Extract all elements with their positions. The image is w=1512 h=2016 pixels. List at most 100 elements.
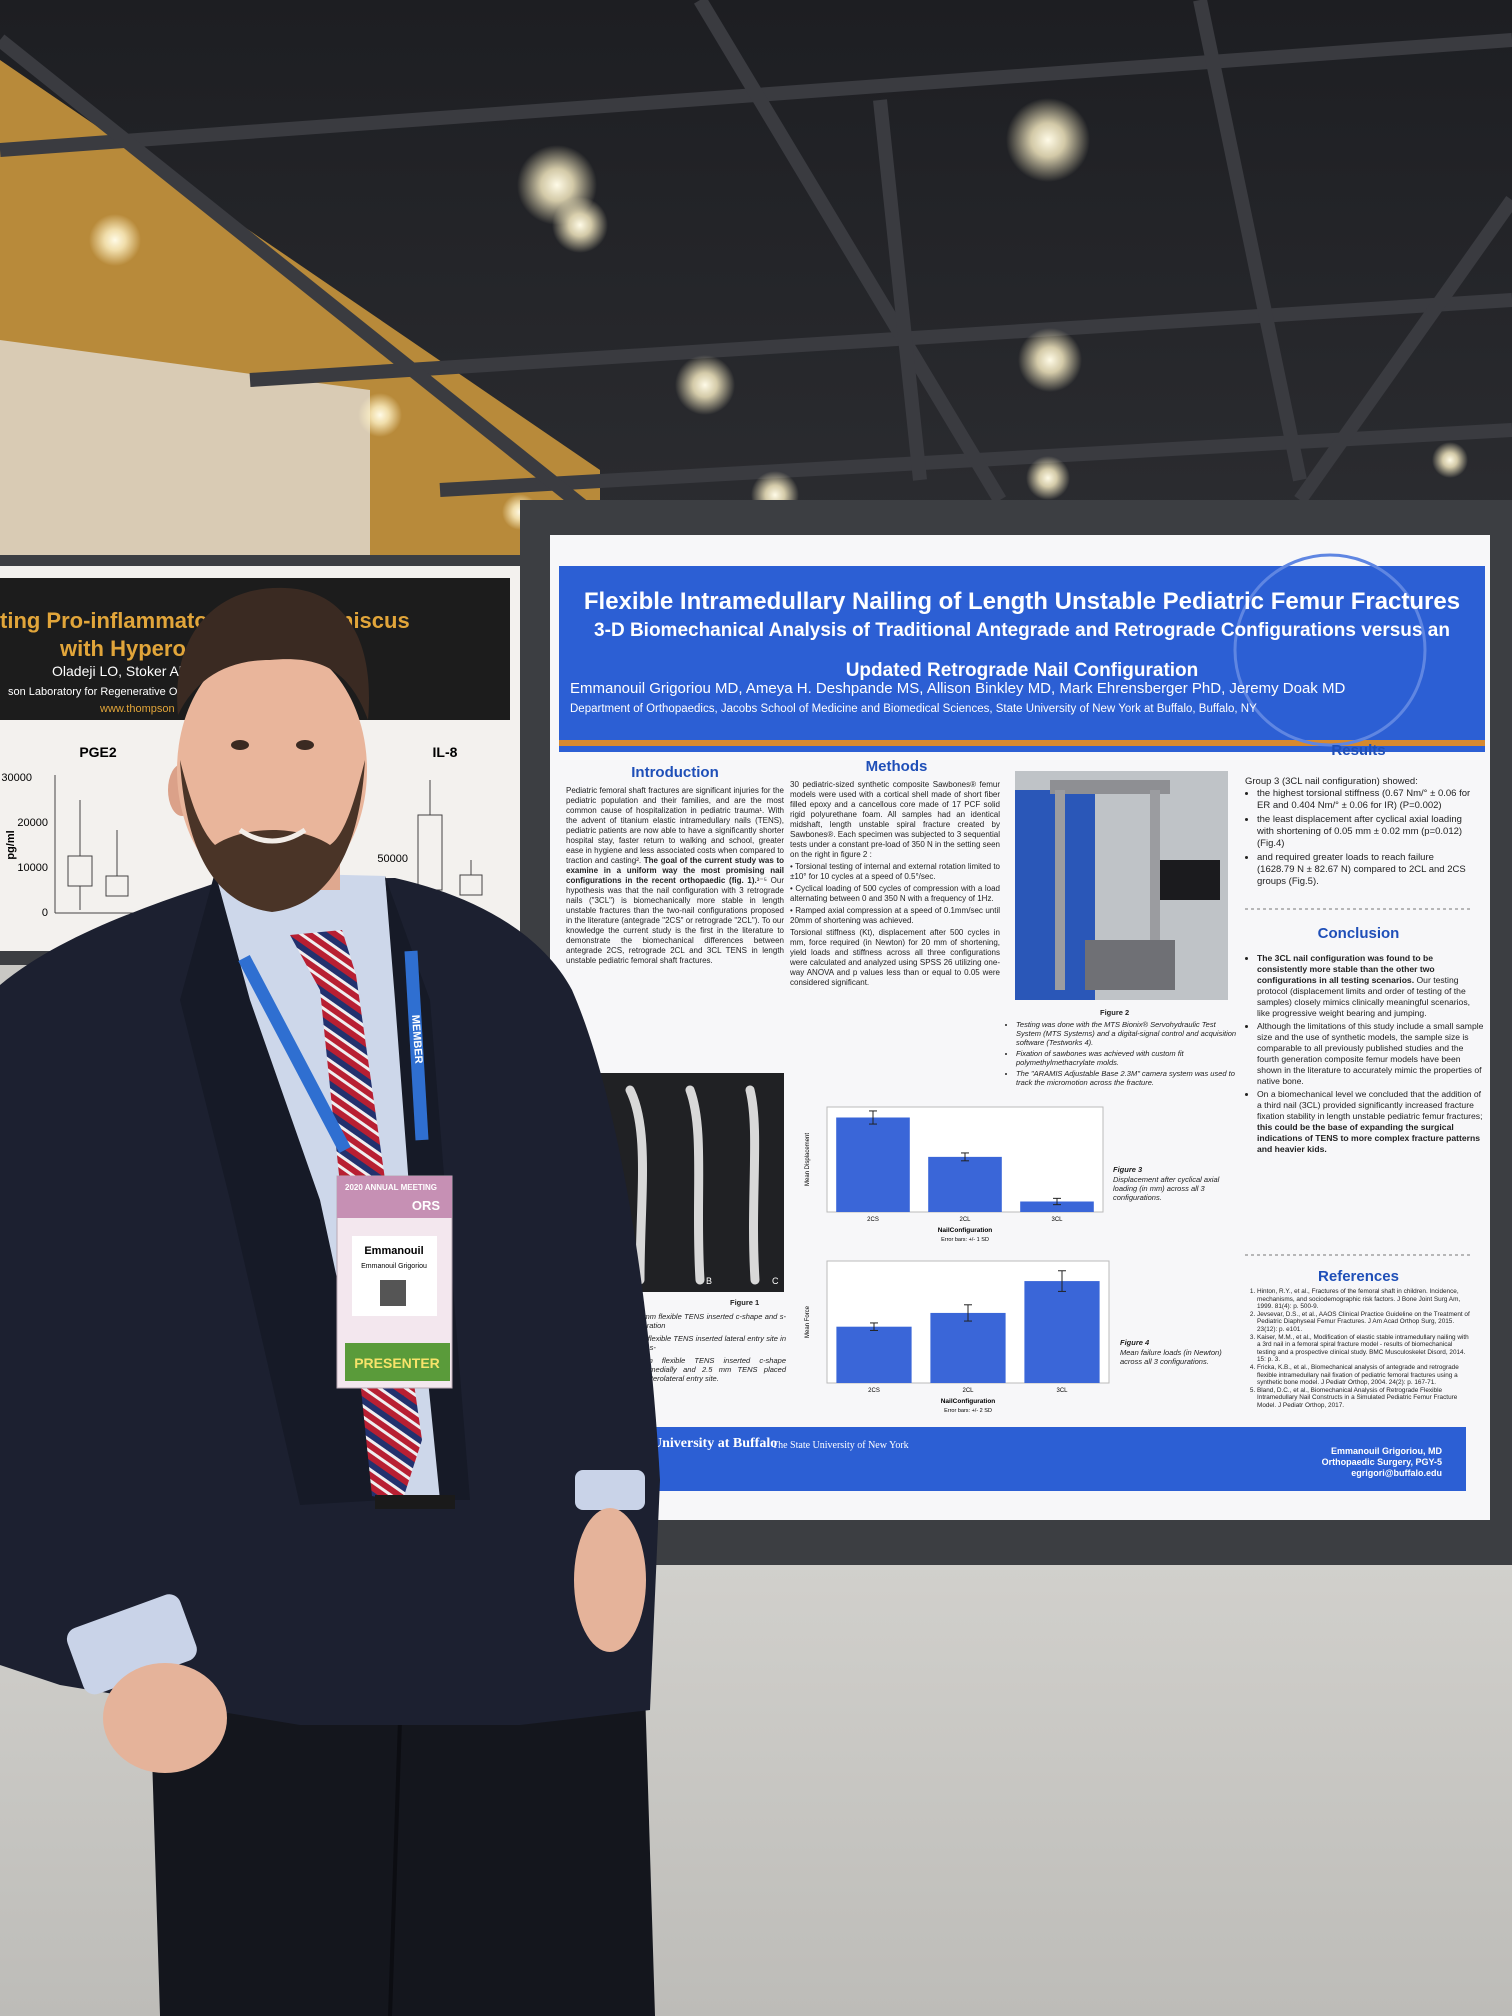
left-poster-authors: Oladeji LO, Stoker Al bbox=[52, 663, 182, 679]
text: 30 pediatric-sized synthetic composite S… bbox=[790, 780, 1000, 859]
face bbox=[177, 642, 367, 898]
reference: Hinton, R.Y., et al., Fractures of the f… bbox=[1257, 1288, 1472, 1311]
bullet: and required greater loads to reach fail… bbox=[1257, 852, 1472, 888]
footer-suny: The State University of New York bbox=[772, 1440, 909, 1451]
figure-caption-text: Mean failure loads (in Newton) across al… bbox=[1120, 1348, 1222, 1366]
eye bbox=[296, 740, 314, 750]
chart-label: PGE2 bbox=[79, 744, 117, 760]
methods-text: 30 pediatric-sized synthetic composite S… bbox=[790, 780, 1000, 988]
qr-code bbox=[380, 1280, 406, 1306]
bullet: the least displacement after cyclical ax… bbox=[1257, 814, 1472, 850]
lanyard-text: MEMBER bbox=[409, 1014, 424, 1064]
badge-role: PRESENTER bbox=[354, 1355, 440, 1371]
y-tick-label: 50000 bbox=[377, 853, 408, 865]
section-heading: Introduction bbox=[631, 764, 719, 781]
poster-affiliation: Department of Orthopaedics, Jacobs Schoo… bbox=[570, 703, 1257, 715]
error-bar bbox=[869, 1110, 877, 1125]
reference: Bland, D.C., et al., Biomechanical Analy… bbox=[1257, 1387, 1472, 1410]
poster-header-band bbox=[559, 566, 1485, 752]
references-list: Hinton, R.Y., et al., Fractures of the f… bbox=[1245, 1288, 1472, 1410]
bar bbox=[930, 1312, 1006, 1383]
figure-caption-text: Displacement after cyclical axial loadin… bbox=[1113, 1175, 1220, 1202]
bar bbox=[928, 1156, 1002, 1212]
femur-images bbox=[625, 1085, 760, 1285]
contact-line: egrigori@buffalo.edu bbox=[1351, 1468, 1442, 1478]
figure-3-chart: Mean Displacement NailConfiguration Error … bbox=[805, 1106, 1104, 1243]
text: ³⁻⁵ Our hypothesis was that the nail con… bbox=[566, 876, 785, 965]
y-tick-label: 0 bbox=[42, 907, 48, 919]
left-poster-lab: son Laboratory for Regenerative Orth bbox=[8, 686, 190, 698]
bar bbox=[1024, 1281, 1100, 1383]
poster-footer-band bbox=[649, 1427, 1466, 1491]
poster-subtitle: 3-D Biomechanical Analysis of Traditiona… bbox=[594, 620, 1450, 641]
poster-title: Flexible Intramedullary Nailing of Lengt… bbox=[583, 588, 1461, 615]
section-heading: Methods bbox=[865, 758, 928, 775]
error-bar bbox=[964, 1304, 972, 1322]
section-heading: Results bbox=[1331, 742, 1386, 759]
contact-line: Orthopaedic Surgery, PGY-5 bbox=[1321, 1457, 1442, 1467]
figure-caption: Figure 4 bbox=[1120, 1338, 1150, 1347]
note: Fixation of sawbones was achieved with c… bbox=[1016, 1049, 1241, 1067]
badge-org: ORS bbox=[412, 1198, 441, 1213]
reference: Jevsevar, D.S., et al., AAOS Clinical Pr… bbox=[1257, 1311, 1472, 1334]
badge-event: 2020 ANNUAL MEETING bbox=[345, 1183, 437, 1192]
smile bbox=[238, 827, 307, 844]
text: • Ramped axial compression at a speed of… bbox=[790, 906, 1000, 925]
poster-subtitle: Updated Retrograde Nail Configuration bbox=[845, 660, 1199, 681]
bullet: Although the limitations of this study i… bbox=[1257, 1021, 1484, 1087]
badge-band bbox=[337, 1176, 452, 1218]
bullet: the highest torsional stiffness (0.67 Nm… bbox=[1257, 788, 1472, 812]
y-tick-label: 10000 bbox=[17, 862, 48, 874]
figure-4-chart: Mean Force NailConfiguration Error bars: +… bbox=[805, 1260, 1110, 1414]
lanyard bbox=[238, 954, 351, 1154]
figure-2-notes: Testing was done with the MTS Bionix® Se… bbox=[1004, 1020, 1241, 1089]
photo-column bbox=[1150, 790, 1160, 990]
panel-label: B bbox=[706, 1276, 713, 1286]
lapel bbox=[180, 872, 385, 1505]
y-axis-label: Mean Displacement bbox=[805, 1133, 811, 1186]
text: The goal of the current study was to exa… bbox=[566, 856, 784, 885]
error-bar bbox=[1053, 1197, 1061, 1206]
left-poster-url: www.thompson bbox=[99, 703, 175, 715]
note: The "ARAMIS Adjustable Base 2.3M" camera… bbox=[1016, 1069, 1241, 1087]
eye bbox=[231, 740, 249, 750]
results-list: the highest torsional stiffness (0.67 Nm… bbox=[1245, 788, 1472, 888]
presenter-band bbox=[345, 1343, 450, 1381]
bar bbox=[1020, 1201, 1094, 1212]
seal bbox=[1233, 553, 1427, 747]
trousers bbox=[150, 1690, 655, 2016]
photo-column bbox=[1055, 790, 1065, 990]
reference: Fricka, K.B., et al., Biomechanical anal… bbox=[1257, 1364, 1472, 1387]
text: On a biomechanical level we concluded th… bbox=[1257, 1089, 1483, 1121]
hair bbox=[177, 587, 369, 720]
y-tick-label: 30000 bbox=[1, 772, 32, 784]
y-axis-label: pg/ml bbox=[5, 830, 17, 859]
text: Group 3 (3CL nail configuration) showed: bbox=[1245, 776, 1418, 787]
error-bar bbox=[961, 1152, 969, 1162]
text: The 3CL nail configuration was found to … bbox=[1257, 953, 1435, 985]
error-bar bbox=[1058, 1270, 1066, 1292]
bullet: On a biomechanical level we concluded th… bbox=[1257, 1089, 1484, 1155]
x-tick-label: 2CL bbox=[959, 1217, 971, 1223]
figure-caption: Figure 1 bbox=[730, 1298, 760, 1307]
x-tick-label: 2CS bbox=[867, 1217, 879, 1223]
panel-label: C bbox=[772, 1276, 779, 1286]
text: Our testing protocol (displacement limit… bbox=[1257, 975, 1471, 1018]
badge: 2020 ANNUAL MEETING ORS Emmanouil Emmano… bbox=[336, 1175, 453, 1389]
left-boxplots bbox=[54, 775, 483, 914]
note: Testing was done with the MTS Bionix® Se… bbox=[1016, 1020, 1241, 1047]
chart-label: IL-8 bbox=[433, 744, 458, 760]
x-axis-label: NailConfiguration bbox=[941, 1398, 996, 1405]
x-tick-label: 2CL bbox=[962, 1388, 974, 1394]
lanyard bbox=[404, 950, 429, 1141]
figure-caption: Figure 3 bbox=[1113, 1165, 1143, 1174]
text: Although the limitations of this study i… bbox=[1257, 1021, 1484, 1086]
section-heading: Conclusion bbox=[1317, 925, 1400, 942]
bar bbox=[836, 1326, 912, 1383]
text: this could be the base of expanding the … bbox=[1257, 1122, 1481, 1154]
shirt-cuff bbox=[575, 1470, 645, 1510]
poster-header-stripe bbox=[559, 740, 1485, 746]
badge-full-name: Emmanouil Grigoriou bbox=[361, 1263, 427, 1270]
